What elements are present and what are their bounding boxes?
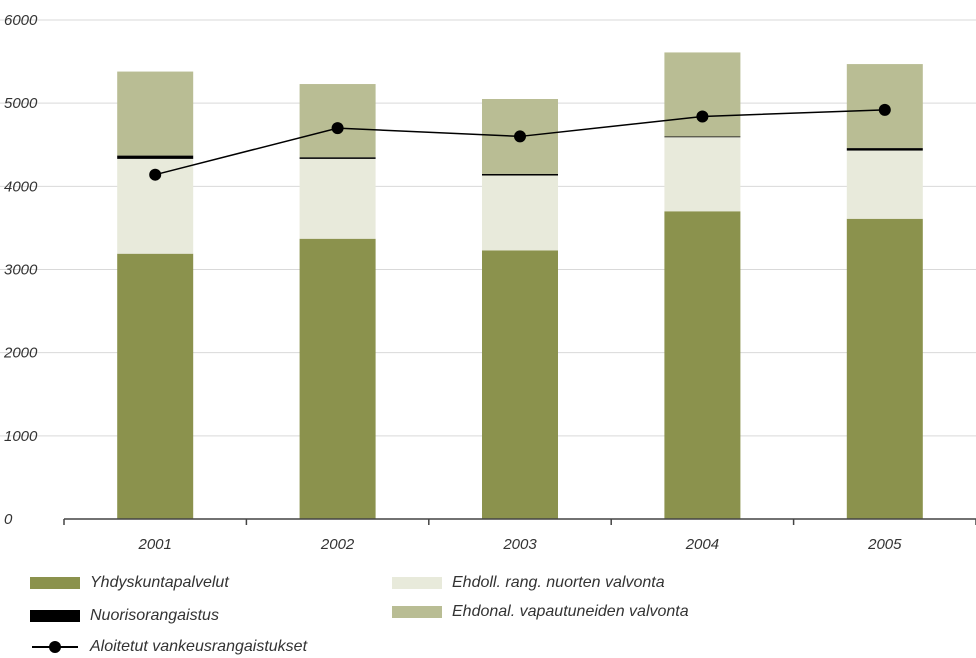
bar-segment — [846, 148, 923, 151]
y-tick-label: 2000 — [3, 345, 38, 362]
legend: Yhdyskuntapalvelut Nuorisorangaistus Alo… — [0, 566, 976, 655]
bar-segment — [299, 158, 376, 239]
bar-segment — [299, 84, 376, 158]
legend-label: Aloitetut vankeusrangaistukset — [90, 638, 308, 655]
x-axis — [63, 518, 976, 525]
line-point — [331, 122, 344, 135]
legend-swatch — [30, 610, 80, 622]
line-marker-icon — [30, 641, 80, 653]
bar-segment — [299, 157, 376, 159]
y-tick-label: 6000 — [4, 12, 38, 29]
legend-swatch — [30, 577, 80, 589]
y-tick-label: 5000 — [4, 95, 38, 112]
bar-segment — [664, 211, 741, 520]
line-point — [514, 130, 526, 143]
line-point — [696, 110, 709, 123]
bar-segment — [664, 137, 741, 212]
bar-segment — [846, 150, 923, 219]
legend-item-ehdoll: Ehdoll. rang. nuorten valvonta — [392, 572, 665, 594]
x-tick-label: 2002 — [320, 536, 355, 553]
x-tick-label: 2003 — [502, 536, 537, 553]
legend-item-nuorisorangaistus: Nuorisorangaistus — [30, 605, 219, 627]
y-tick-label: 3000 — [4, 262, 38, 279]
legend-item-aloitetut: Aloitetut vankeusrangaistukset — [30, 636, 307, 658]
bar-segment — [117, 155, 194, 159]
legend-item-ehdonal: Ehdonal. vapautuneiden valvonta — [392, 601, 689, 623]
bar-segment — [117, 71, 194, 156]
y-tick-label: 4000 — [4, 178, 38, 195]
legend-label: Ehdoll. rang. nuorten valvonta — [452, 574, 665, 591]
bar-segment — [846, 218, 923, 520]
legend-label: Yhdyskuntapalvelut — [90, 574, 229, 591]
legend-label: Nuorisorangaistus — [90, 607, 219, 624]
bars — [117, 52, 923, 520]
legend-swatch — [392, 577, 442, 589]
legend-swatch — [392, 606, 442, 618]
line-point — [878, 103, 891, 116]
line-point — [149, 168, 162, 181]
bar-segment — [482, 173, 558, 176]
bar-segment — [482, 175, 558, 251]
bar-segment — [299, 238, 376, 519]
legend-label: Ehdonal. vapautuneiden valvonta — [452, 603, 689, 620]
bar-segment — [664, 136, 741, 138]
bar-segment — [117, 253, 194, 519]
line-series — [149, 103, 891, 181]
x-tick-label: 2005 — [867, 536, 902, 553]
y-axis-labels: 0 1000 2000 3000 4000 5000 6000 — [3, 12, 38, 528]
bar-segment — [482, 250, 558, 519]
legend-item-yhdyskuntapalvelut: Yhdyskuntapalvelut — [30, 572, 229, 594]
x-axis-labels: 2001 2002 2003 2004 2005 — [138, 536, 903, 553]
x-tick-label: 2004 — [685, 536, 719, 553]
x-tick-label: 2001 — [138, 536, 172, 553]
bar-segment — [664, 52, 741, 137]
y-tick-label: 1000 — [4, 428, 38, 445]
y-tick-label: 0 — [4, 511, 13, 528]
